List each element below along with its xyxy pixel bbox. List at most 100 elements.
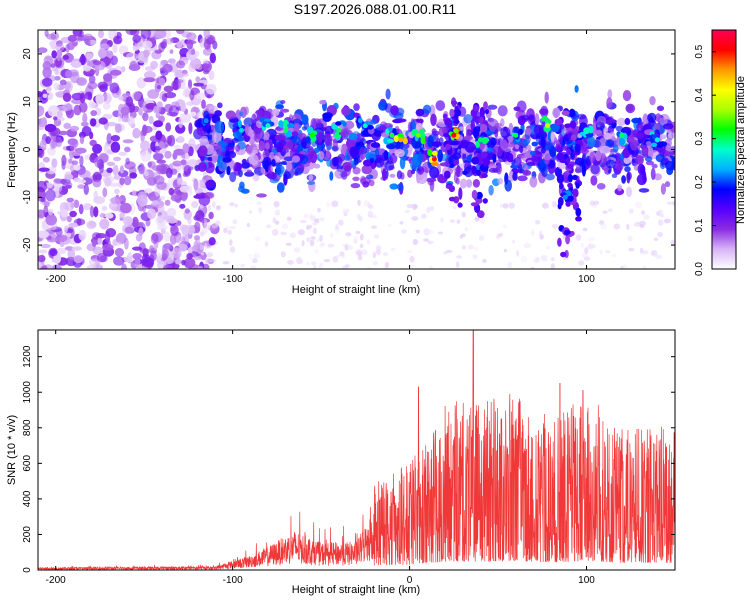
heatmap-cell [132, 189, 137, 197]
heatmap-cell [341, 106, 351, 116]
heatmap-cell [611, 173, 618, 178]
heatmap-cell [45, 189, 56, 202]
heatmap-cell [206, 94, 211, 99]
heatmap-cell [137, 194, 148, 207]
heatmap-cell [317, 131, 324, 143]
heatmap-cell [149, 245, 155, 254]
heatmap-cell [193, 241, 200, 250]
heatmap-cell [415, 229, 420, 234]
heatmap-cell [204, 243, 208, 250]
heatmap-cell [109, 69, 122, 76]
heatmap-cell [344, 154, 351, 161]
heatmap-cell [350, 183, 361, 189]
heatmap-cell [592, 204, 597, 208]
heatmap-cell [584, 247, 589, 254]
heatmap-cell [606, 159, 616, 169]
heatmap-cell [430, 113, 437, 127]
heatmap-cell [389, 183, 399, 190]
heatmap-cell [40, 196, 46, 203]
heatmap-cell [324, 133, 332, 147]
heatmap-cell [612, 144, 619, 154]
heatmap-cell [626, 186, 632, 198]
heatmap-cell [326, 202, 331, 208]
heatmap-cell [296, 163, 305, 172]
heatmap-cell [360, 130, 370, 137]
snr-y-ticks: 0 200 400 600 800 1000 1200 [22, 345, 675, 573]
heatmap-cell [513, 106, 521, 112]
heatmap-cell [605, 250, 611, 254]
heatmap-cell [446, 249, 453, 254]
heatmap-cell [248, 210, 253, 214]
heatmap-cell [226, 165, 231, 176]
heatmap-cell [232, 219, 238, 225]
heatmap-cell [513, 157, 522, 165]
heatmap-cell [623, 156, 631, 165]
heatmap-cell [352, 167, 361, 175]
heatmap-cell [265, 224, 272, 229]
heatmap-cell [92, 246, 103, 255]
heatmap-cell [511, 239, 516, 244]
heatmap-cell [176, 136, 185, 143]
heatmap-cell [360, 233, 364, 241]
heatmap-hotspot [481, 137, 489, 145]
heatmap-cell [274, 134, 286, 142]
heatmap-cell [627, 235, 633, 242]
heatmap-cell [231, 138, 239, 144]
heatmap-cell [589, 244, 597, 249]
heatmap-hotspot-peak [362, 123, 368, 129]
heatmap-cell [83, 183, 90, 196]
heatmap-cell [264, 142, 270, 150]
heatmap-cell [138, 107, 143, 116]
heatmap-cell [477, 210, 485, 219]
heatmap-cell [545, 245, 550, 250]
heatmap-cell [263, 131, 270, 141]
heatmap-cell [672, 201, 675, 206]
heatmap-cell [522, 138, 531, 145]
y-tick-label: 200 [22, 526, 33, 543]
heatmap-cell [506, 152, 514, 163]
heatmap-cell [309, 150, 318, 164]
heatmap-cell [184, 208, 190, 214]
heatmap-cell [132, 253, 142, 260]
heatmap-cell [120, 106, 130, 116]
heatmap-cell [467, 244, 474, 250]
y-tick-label: 400 [22, 490, 33, 507]
heatmap-cell [51, 264, 63, 269]
heatmap-cell [175, 258, 182, 265]
snr-x-label: Height of straight line (km) [292, 584, 420, 596]
heatmap-cell [657, 231, 664, 238]
heatmap-cell [385, 88, 391, 100]
heatmap-cell [463, 114, 473, 124]
heatmap-cell [500, 139, 508, 151]
heatmap-cell [89, 139, 97, 147]
snr-series [38, 330, 675, 570]
heatmap-cell [375, 250, 382, 255]
heatmap-cell [202, 48, 212, 56]
heatmap-cell [494, 123, 503, 128]
heatmap-cell [332, 138, 338, 152]
heatmap-hotspot [431, 161, 439, 167]
heatmap-cell [626, 223, 630, 231]
heatmap-cell [144, 71, 156, 80]
heatmap-cell [280, 251, 286, 258]
heatmap-cell [556, 145, 561, 152]
heatmap-cell [382, 168, 387, 181]
heatmap-cell [83, 33, 93, 39]
heatmap-cell [102, 92, 112, 104]
x-tick-label: -100 [223, 575, 243, 586]
heatmap-cell [630, 138, 638, 151]
heatmap-cell [530, 266, 535, 269]
heatmap-cell [626, 171, 632, 181]
heatmap-cell [301, 114, 309, 126]
heatmap-cell [127, 116, 135, 127]
heatmap-cell [360, 177, 371, 185]
heatmap-cell [638, 188, 650, 193]
x-tick-label: -100 [223, 274, 243, 285]
heatmap-cell [70, 202, 75, 209]
heatmap-cell [529, 176, 538, 188]
heatmap-hotspot [566, 194, 574, 202]
heatmap-cell [168, 187, 175, 196]
heatmap-cell [550, 131, 555, 142]
heatmap-cell [193, 235, 201, 241]
